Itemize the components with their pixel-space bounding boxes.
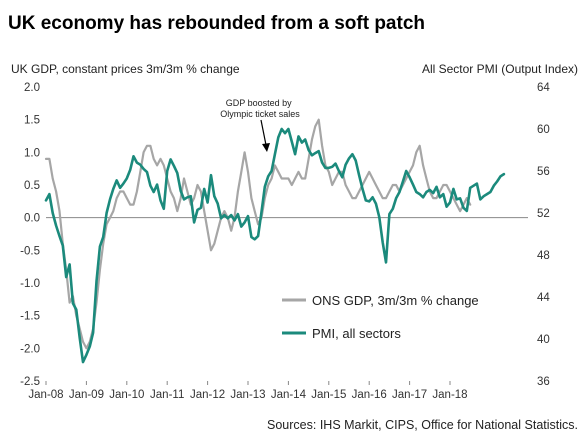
right-tick-label-1: 60: [537, 124, 550, 136]
left-tick-label-0: 2.0: [24, 82, 40, 94]
x-tick-label-5: Jan-13: [230, 389, 265, 401]
right-tick-label-7: 36: [537, 376, 550, 388]
series-lines: [44, 118, 506, 364]
left-tick-label-2: 1.0: [24, 147, 40, 159]
annotation-text: GDP boosted by Olympic ticket sales: [220, 98, 300, 119]
chart-title: UK economy has rebounded from a soft pat…: [8, 13, 425, 34]
left-axis-label: UK GDP, constant prices 3m/3m % change: [11, 62, 240, 76]
x-tick-label-6: Jan-14: [271, 389, 307, 401]
right-tick-label-4: 48: [537, 250, 550, 262]
right-tick-label-6: 40: [537, 334, 550, 346]
left-tick-label-9: -2.5: [20, 376, 40, 388]
x-tick-label-4: Jan-12: [190, 389, 225, 401]
left-tick-label-5: -0.5: [20, 245, 40, 257]
left-tick-label-3: 0.5: [24, 180, 40, 192]
x-tick-label-9: Jan-17: [392, 389, 427, 401]
left-tick-label-7: -1.5: [20, 311, 40, 323]
annotation: GDP boosted by Olympic ticket sales: [220, 98, 300, 152]
x-tick-label-7: Jan-15: [311, 389, 346, 401]
left-tick-label-6: -1.0: [20, 278, 40, 290]
annotation-arrow-head: [262, 143, 270, 152]
right-tick-label-2: 56: [537, 166, 550, 178]
legend-label-gdp: ONS GDP, 3m/3m % change: [312, 293, 479, 308]
x-tick-label-0: Jan-08: [28, 389, 63, 401]
x-tick-label-3: Jan-11: [150, 389, 184, 401]
right-tick-label-0: 64: [537, 82, 550, 94]
x-tick-label-10: Jan-18: [432, 389, 467, 401]
left-tick-label-8: -2.0: [20, 343, 40, 355]
pmi-series-line: [44, 127, 506, 364]
annotation-line-1: GDP boosted by: [226, 98, 292, 108]
source-note: Sources: IHS Markit, CIPS, Office for Na…: [267, 418, 578, 432]
left-tick-label-1: 1.5: [24, 115, 40, 127]
axes: 2.0 1.5 1.0 0.5 0.0 -0.5 -1.0 -1.5 -2.0 -2.5 64 60 5…: [20, 82, 550, 401]
right-tick-label-5: 44: [537, 292, 550, 304]
left-tick-label-4: 0.0: [24, 213, 40, 225]
right-tick-label-3: 52: [537, 208, 550, 220]
right-axis-label: All Sector PMI (Output Index): [422, 62, 578, 76]
x-tick-label-8: Jan-16: [352, 389, 387, 401]
legend-label-pmi: PMI, all sectors: [312, 326, 401, 341]
annotation-arrow-shaft: [260, 119, 267, 146]
annotation-line-2: Olympic ticket sales: [220, 109, 300, 119]
x-tick-label-1: Jan-09: [69, 389, 104, 401]
x-tick-label-2: Jan-10: [109, 389, 144, 401]
legend: ONS GDP, 3m/3m % change PMI, all sectors: [282, 293, 479, 341]
